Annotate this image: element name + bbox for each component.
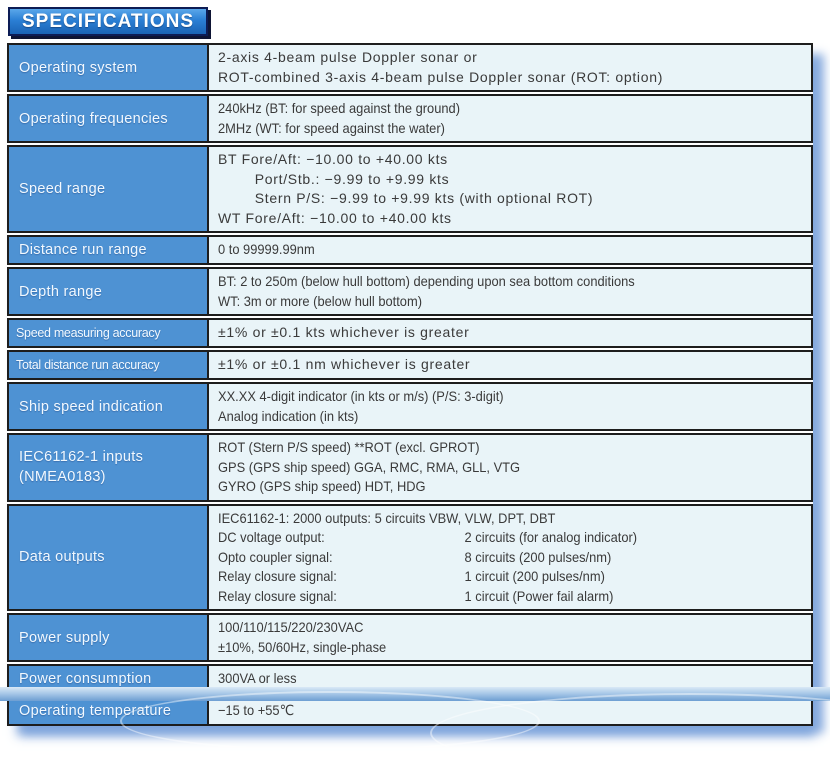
spec-label: Ship speed indication (9, 384, 209, 429)
spec-value: BT Fore/Aft: −10.00 to +40.00 kts Port/S… (209, 147, 811, 231)
spec-value-line: GYRO (GPS ship speed) HDT, HDG (218, 478, 426, 494)
spec-label: Operating frequencies (9, 96, 209, 141)
spec-value: XX.XX 4-digit indicator (in kts or m/s) … (209, 384, 811, 429)
spec-value-line: Stern P/S: −9.99 to +9.99 kts (with opti… (218, 190, 594, 206)
spec-row: IEC61162-1 inputs (NMEA0183) ROT (Stern … (7, 433, 813, 502)
spec-value-line: ROT-combined 3-axis 4-beam pulse Doppler… (218, 68, 664, 85)
spec-value-line: 240kHz (BT: for speed against the ground… (218, 100, 461, 116)
spec-label: Power supply (9, 615, 209, 660)
spec-value-line: WT: 3m or more (below hull bottom) (218, 292, 422, 309)
spec-row: Data outputs IEC61162-1: 2000 outputs: 5… (7, 503, 813, 611)
spec-label: Total distance run accuracy (9, 352, 209, 378)
spec-row: Speed measuring accuracy ±1% or ±0.1 kts… (7, 318, 813, 348)
spec-value-line: 2MHz (WT: for speed against the water) (218, 119, 445, 136)
spec-value-col1: Relay closure signal: (218, 587, 337, 604)
spec-value-line: Relay closure signal: 1 circuit (Power fa… (218, 587, 756, 607)
spec-label: Data outputs (9, 505, 209, 609)
spec-row: Operating system 2-axis 4-beam pulse Dop… (7, 43, 813, 92)
spec-label: Operating system (9, 45, 209, 90)
spec-value: 0 to 99999.99nm (209, 237, 811, 263)
spec-value: 100/110/115/220/230VAC ±10%, 50/60Hz, sin… (209, 615, 811, 660)
spec-value: BT: 2 to 250m (below hull bottom) depend… (209, 269, 811, 314)
spec-value-line: Opto coupler signal: 8 circuits (200 puls… (218, 548, 756, 568)
spec-row: Power supply 100/110/115/220/230VAC ±10%,… (7, 613, 813, 662)
specifications-table: Operating system 2-axis 4-beam pulse Dop… (7, 43, 813, 726)
spec-row: Total distance run accuracy ±1% or ±0.1 … (7, 350, 813, 380)
spec-value-col2: 1 circuit (200 pulses/nm) (464, 568, 605, 584)
spec-value-line: XX.XX 4-digit indicator (in kts or m/s) … (218, 388, 504, 404)
spec-value-line: 100/110/115/220/230VAC (218, 619, 364, 635)
spec-value: ±1% or ±0.1 nm whichever is greater (209, 352, 811, 378)
spec-value: ±1% or ±0.1 kts whichever is greater (209, 320, 811, 346)
spec-value-line: WT Fore/Aft: −10.00 to +40.00 kts (218, 209, 452, 226)
spec-row: Depth range BT: 2 to 250m (below hull bo… (7, 267, 813, 316)
spec-value-line: IEC61162-1: 2000 outputs: 5 circuits VBW… (218, 509, 556, 526)
spec-value-line: Analog indication (in kts) (218, 407, 359, 424)
spec-value-line: BT Fore/Aft: −10.00 to +40.00 kts (218, 151, 448, 167)
spec-value-line: ROT (Stern P/S speed) **ROT (excl. GPROT… (218, 439, 480, 455)
footer-wave-band (0, 687, 830, 773)
spec-label: Distance run range (9, 237, 209, 263)
spec-row: Ship speed indication XX.XX 4-digit indi… (7, 382, 813, 431)
spec-value-line: BT: 2 to 250m (below hull bottom) depend… (218, 273, 635, 289)
spec-value-col1: DC voltage output: (218, 529, 325, 545)
spec-value-col1: Relay closure signal: (218, 568, 337, 584)
spec-label: Speed range (9, 147, 209, 231)
spec-value-col1: Opto coupler signal: (218, 548, 333, 565)
spec-value-line: 0 to 99999.99nm (218, 241, 315, 258)
spec-value-line: ±1% or ±0.1 nm whichever is greater (218, 356, 471, 373)
spec-value-line: GPS (GPS ship speed) GGA, RMC, RMA, GLL,… (218, 458, 521, 475)
spec-value-col2: 2 circuits (for analog indicator) (464, 529, 638, 545)
spec-value: ROT (Stern P/S speed) **ROT (excl. GPROT… (209, 435, 811, 500)
spec-value-line: Port/Stb.: −9.99 to +9.99 kts (218, 170, 450, 187)
spec-label: Depth range (9, 269, 209, 314)
spec-value-col2: 8 circuits (200 pulses/nm) (464, 548, 612, 565)
spec-value-line: DC voltage output: 2 circuits (for analog… (218, 528, 756, 548)
spec-value-line: Relay closure signal: 1 circuit (200 puls… (218, 567, 756, 587)
specifications-title-text: SPECIFICATIONS (22, 10, 194, 32)
spec-row: Distance run range 0 to 99999.99nm (7, 235, 813, 265)
spec-value-line: 300VA or less (218, 670, 297, 687)
spec-value-col2: 1 circuit (Power fail alarm) (464, 587, 614, 604)
spec-value: IEC61162-1: 2000 outputs: 5 circuits VBW… (209, 506, 811, 610)
spec-value: 240kHz (BT: for speed against the ground… (209, 96, 811, 141)
spec-row: Speed range BT Fore/Aft: −10.00 to +40.0… (7, 145, 813, 233)
spec-value-line: 2-axis 4-beam pulse Doppler sonar or (218, 49, 478, 65)
spec-label: IEC61162-1 inputs (NMEA0183) (9, 435, 209, 500)
specifications-title: SPECIFICATIONS (8, 7, 208, 36)
spec-value: 300VA or less (209, 666, 811, 692)
spec-value-line: ±10%, 50/60Hz, single-phase (218, 638, 387, 655)
spec-label: Speed measuring accuracy (9, 320, 209, 346)
spec-value-line: ±1% or ±0.1 kts whichever is greater (218, 324, 470, 341)
spec-value: 2-axis 4-beam pulse Doppler sonar or ROT-… (209, 45, 811, 90)
spec-row: Operating frequencies 240kHz (BT: for sp… (7, 94, 813, 143)
